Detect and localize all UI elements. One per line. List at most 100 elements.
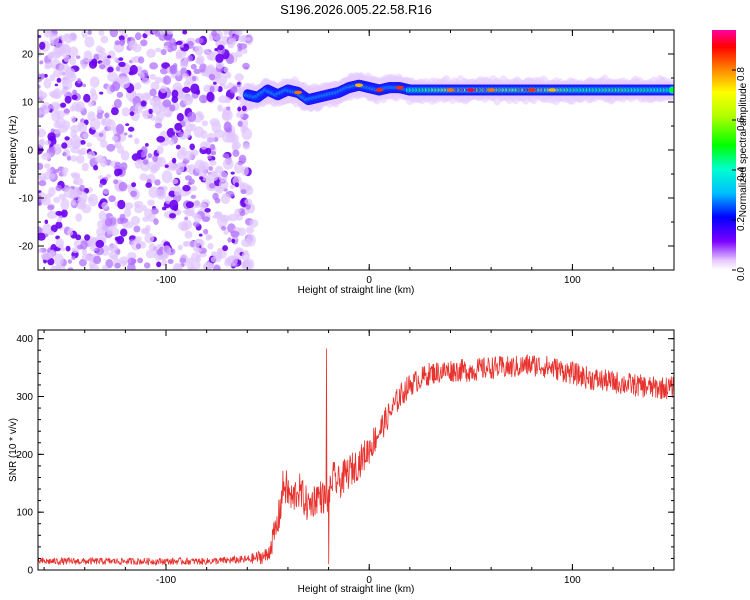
signal-peak: [355, 83, 363, 87]
noise-blob: [69, 105, 76, 112]
noise-blob: [140, 39, 148, 47]
noise-blob: [54, 129, 60, 135]
noise-blob: [161, 206, 167, 211]
noise-blob: [109, 30, 118, 38]
noise-blob: [93, 164, 99, 171]
noise-blob: [150, 207, 159, 215]
noise-blob: [194, 159, 206, 174]
noise-blob: [128, 40, 138, 51]
noise-blob: [129, 111, 135, 116]
noise-blob: [95, 45, 103, 54]
noise-blob: [88, 60, 98, 69]
noise-blob: [70, 199, 77, 206]
noise-blob: [219, 214, 230, 223]
y-tick-label: 20: [22, 50, 34, 61]
y-tick-label: 200: [16, 450, 33, 461]
colorbar-tick-label: 0.8: [736, 67, 747, 81]
x-tick-label: -100: [156, 275, 176, 286]
noise-blob: [64, 136, 70, 141]
noise-blob: [127, 252, 137, 260]
noise-blob: [234, 73, 244, 82]
noise-blob: [122, 65, 131, 75]
noise-blob: [113, 57, 120, 63]
noise-blob: [179, 60, 189, 69]
noise-blob: [84, 234, 91, 241]
noise-blob: [156, 136, 166, 143]
noise-blob: [198, 233, 203, 237]
noise-blob: [184, 175, 192, 181]
noise-blob: [162, 245, 172, 256]
colorbar-scale: [712, 30, 736, 270]
noise-blob: [156, 145, 164, 155]
noise-blob: [156, 248, 164, 256]
noise-blob: [46, 168, 52, 175]
noise-blob: [147, 153, 152, 159]
noise-blob: [114, 236, 120, 241]
colorbar: 0.0 0.2 0.4 0.6 0.8 Normalized spectral ampl…: [712, 30, 749, 281]
noise-blob: [141, 204, 148, 212]
noise-blob: [221, 226, 227, 231]
noise-blob: [182, 94, 194, 106]
snr-y-label: SNR (10 * v/v): [8, 418, 19, 482]
noise-blob: [134, 205, 144, 214]
noise-blob: [242, 143, 251, 150]
y-tick-label: 100: [16, 508, 33, 519]
noise-blob: [50, 265, 58, 270]
noise-blob: [184, 216, 189, 221]
signal-peak: [375, 88, 384, 92]
noise-blob: [107, 66, 114, 73]
noise-blob: [82, 132, 89, 139]
noise-blob: [88, 100, 94, 107]
noise-blob: [114, 168, 121, 177]
noise-blob: [102, 188, 110, 195]
noise-blob: [38, 89, 43, 97]
noise-blob: [125, 221, 134, 229]
noise-blob: [245, 203, 251, 210]
noise-blob: [217, 86, 223, 93]
noise-blob: [234, 182, 239, 188]
noise-blob: [217, 44, 224, 51]
noise-blob: [203, 84, 212, 93]
noise-blob: [56, 217, 63, 223]
noise-blob: [155, 111, 165, 122]
noise-blob: [238, 154, 247, 164]
noise-blob: [100, 158, 107, 168]
noise-blob: [216, 73, 228, 86]
noise-blob: [207, 235, 213, 240]
noise-blob: [67, 259, 72, 264]
noise-blob: [184, 150, 194, 161]
noise-blob: [119, 76, 131, 89]
noise-blob: [120, 228, 128, 237]
noise-blob: [171, 89, 179, 99]
noise-blob: [53, 196, 61, 204]
noise-blob: [98, 30, 105, 36]
noise-blob: [75, 234, 82, 241]
noise-blob: [136, 65, 143, 73]
noise-blob: [43, 78, 52, 89]
noise-blob: [149, 73, 157, 80]
noise-blob: [96, 106, 102, 113]
noise-blob: [232, 141, 241, 150]
noise-blob: [164, 164, 169, 168]
noise-blob: [185, 122, 194, 133]
noise-blob: [229, 184, 236, 189]
noise-blob: [88, 193, 99, 207]
noise-blob: [148, 108, 153, 115]
noise-blob: [206, 91, 215, 102]
noise-blob: [93, 255, 102, 265]
noise-blob: [97, 220, 105, 229]
noise-blob: [215, 61, 224, 69]
noise-blob: [204, 208, 211, 213]
noise-blob: [214, 48, 219, 52]
noise-blob: [211, 251, 217, 256]
noise-blob: [154, 76, 162, 84]
noise-blob: [79, 184, 86, 192]
noise-blob: [118, 30, 126, 35]
noise-blob: [182, 209, 189, 215]
noise-blob: [206, 132, 215, 144]
noise-blob: [209, 159, 217, 166]
x-tick-label: 100: [564, 575, 581, 586]
noise-blob: [174, 190, 181, 196]
noise-blob: [105, 259, 114, 269]
noise-blob: [201, 174, 209, 181]
